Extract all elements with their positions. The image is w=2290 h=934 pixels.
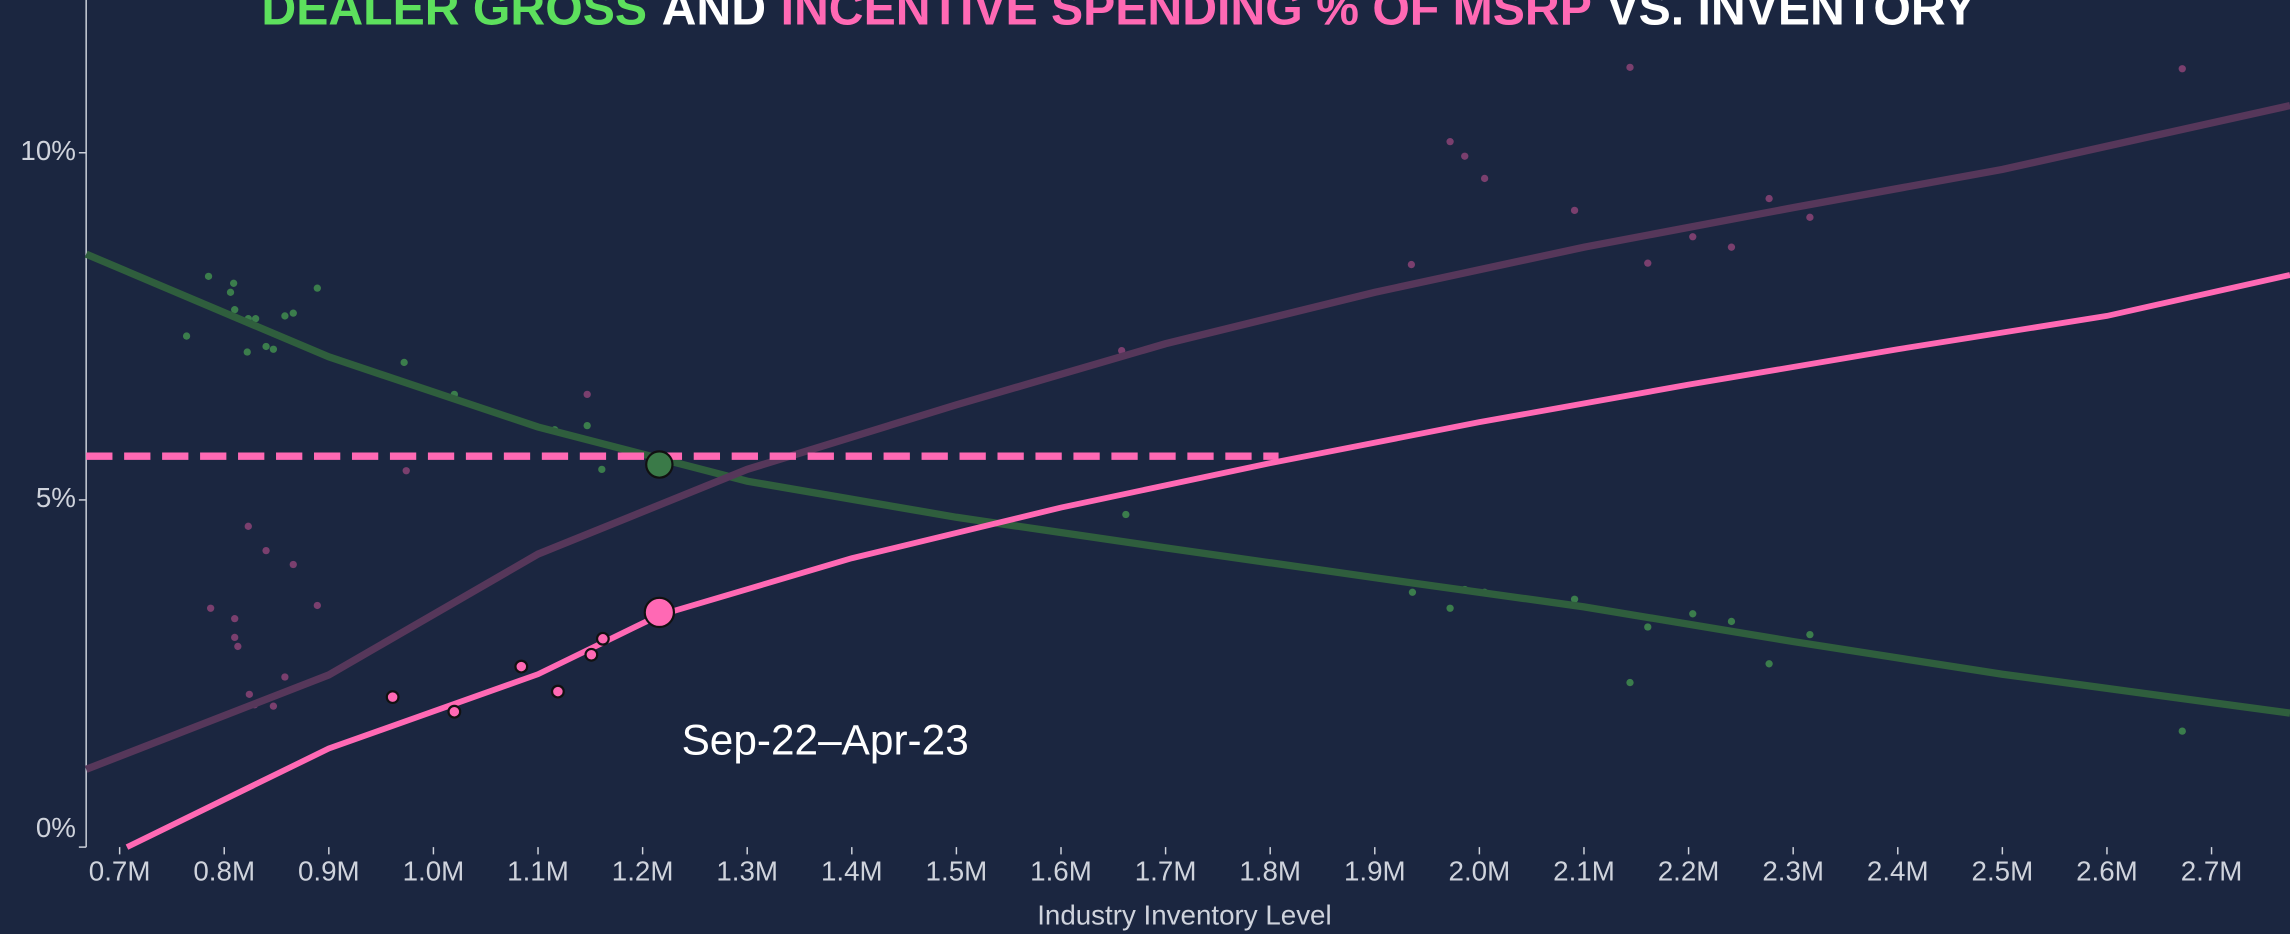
point <box>1407 260 1416 269</box>
x-tick-label: 2.0M <box>1449 856 1511 887</box>
point <box>251 315 260 323</box>
point <box>1626 678 1634 687</box>
point <box>1806 213 1814 221</box>
title-part: INCENTIVE SPENDING % OF MSRP <box>781 0 1592 35</box>
point <box>1570 206 1579 215</box>
x-axis-label: Industry Inventory Level <box>1037 900 1331 931</box>
point <box>269 345 278 353</box>
point <box>281 673 289 681</box>
point <box>289 560 297 569</box>
chart-title: DEALER GROSS AND INCENTIVE SPENDING % OF M… <box>261 0 1976 35</box>
x-tick-label: 0.9M <box>298 856 360 887</box>
y-tick-label: 5% <box>36 482 76 513</box>
trend-line <box>84 101 2290 773</box>
point <box>1408 588 1417 596</box>
y-tick-label: 10% <box>20 135 76 166</box>
trend-line <box>84 250 2290 717</box>
annotation: Sep-22–Apr-23 <box>682 717 969 764</box>
point <box>1480 174 1489 183</box>
point <box>1765 194 1773 203</box>
point <box>1727 617 1736 626</box>
point <box>550 684 565 699</box>
point <box>289 309 297 317</box>
point <box>645 450 674 479</box>
point <box>643 596 676 629</box>
x-tick-label: 1.9M <box>1344 856 1406 887</box>
point <box>1806 630 1814 639</box>
x-tick-label: 1.0M <box>403 856 465 887</box>
point <box>262 546 270 555</box>
x-tick-label: 1.6M <box>1030 856 1092 887</box>
point <box>269 702 278 710</box>
x-tick-label: 2.6M <box>2076 856 2138 887</box>
point <box>1626 63 1634 72</box>
x-tick-label: 1.4M <box>821 856 883 887</box>
x-tick-label: 2.1M <box>1553 856 1615 887</box>
point <box>1644 259 1652 267</box>
x-tick-label: 2.4M <box>1867 856 1929 887</box>
point <box>262 342 270 351</box>
title-part: DEALER GROSS <box>261 0 647 35</box>
point <box>1689 610 1697 618</box>
point <box>244 522 252 530</box>
title-part: VS. INVENTORY <box>1606 0 1976 35</box>
point <box>206 604 215 612</box>
point <box>583 421 591 430</box>
point <box>234 642 242 651</box>
x-tick-label: 2.7M <box>2181 856 2243 887</box>
point <box>1765 660 1773 668</box>
point <box>1727 243 1736 251</box>
x-tick-label: 2.3M <box>1762 856 1824 887</box>
title-part: AND <box>662 0 766 35</box>
point <box>1570 595 1579 603</box>
point <box>313 284 321 292</box>
point <box>313 601 321 610</box>
y-tick-label: 0% <box>36 812 76 843</box>
point <box>245 690 253 698</box>
point <box>1644 623 1652 631</box>
point <box>243 348 251 356</box>
point <box>231 633 239 642</box>
x-tick-label: 0.8M <box>193 856 255 887</box>
point <box>514 659 529 674</box>
x-tick-label: 1.7M <box>1135 856 1197 887</box>
x-tick-label: 1.1M <box>507 856 569 887</box>
x-tick-label: 1.8M <box>1239 856 1301 887</box>
point <box>226 288 235 296</box>
point <box>1122 510 1130 519</box>
point <box>2178 65 2186 73</box>
x-tick-label: 1.5M <box>926 856 988 887</box>
x-tick-label: 1.3M <box>716 856 778 887</box>
x-tick-label: 0.7M <box>89 856 151 887</box>
point <box>204 272 213 281</box>
x-tick-label: 2.2M <box>1658 856 1720 887</box>
point <box>400 358 408 367</box>
point <box>1446 137 1454 146</box>
point <box>1689 233 1697 241</box>
point <box>1461 152 1469 160</box>
point <box>584 647 599 662</box>
point <box>1446 604 1454 612</box>
point <box>182 332 191 340</box>
point <box>385 690 400 705</box>
point <box>281 312 289 320</box>
point <box>231 615 239 623</box>
point <box>231 306 239 314</box>
point <box>598 465 606 474</box>
point <box>229 279 238 287</box>
point <box>583 390 591 399</box>
point <box>447 704 462 719</box>
point <box>595 631 610 646</box>
x-tick-label: 1.2M <box>612 856 674 887</box>
point <box>2178 727 2186 735</box>
trend-line <box>125 272 2290 850</box>
point <box>402 467 410 475</box>
x-tick-label: 2.5M <box>1972 856 2034 887</box>
